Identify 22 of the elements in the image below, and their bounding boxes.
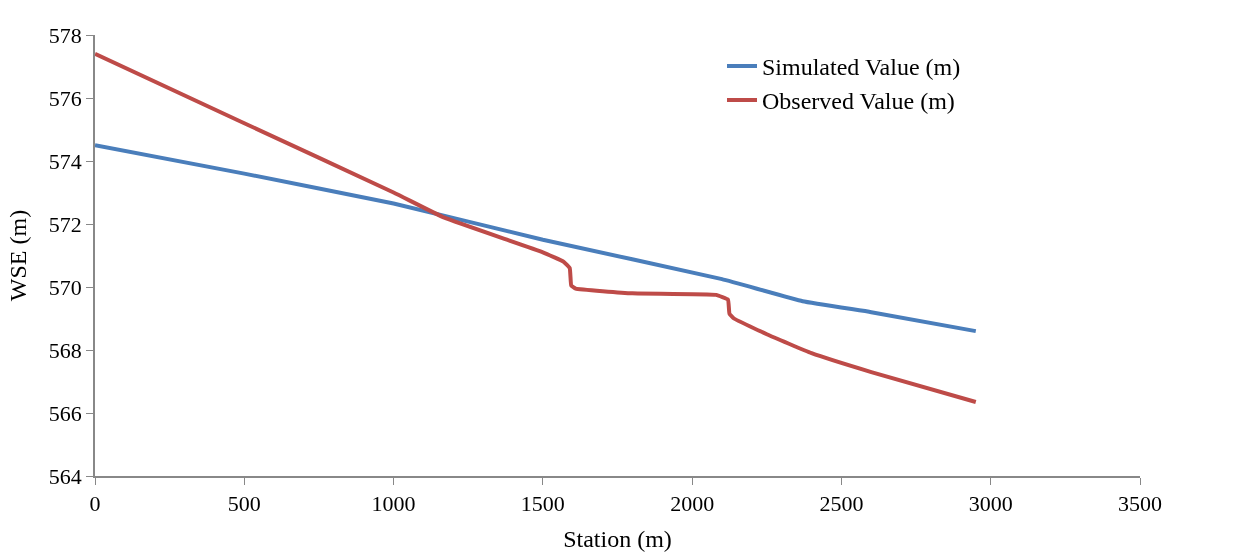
x-tick-label: 2500	[819, 491, 864, 517]
x-tick-label: 1500	[520, 491, 565, 517]
y-axis-title: WSE (m)	[5, 209, 32, 302]
y-tick-label: 564	[48, 463, 82, 489]
legend-label: Observed Value (m)	[762, 88, 955, 115]
x-tick-label: 2000	[670, 491, 715, 517]
y-tick-label: 574	[48, 148, 82, 174]
legend-label: Simulated Value (m)	[762, 54, 961, 81]
x-tick-label: 1000	[371, 491, 416, 517]
x-tick-label: 3500	[1118, 491, 1162, 517]
x-tick-label: 3000	[968, 491, 1013, 517]
y-tick-label: 576	[48, 85, 82, 111]
y-tick-label: 568	[48, 337, 82, 363]
y-tick-label: 578	[48, 22, 82, 48]
y-tick-label: 570	[48, 274, 82, 300]
line-series	[95, 143, 978, 334]
x-axis-title: Station (m)	[563, 525, 672, 552]
x-tick-label: 500	[227, 491, 261, 517]
x-tick-label: 0	[89, 491, 101, 517]
y-tick-label: 572	[48, 211, 82, 237]
y-tick-label: 566	[48, 400, 82, 426]
line-series	[95, 51, 978, 404]
